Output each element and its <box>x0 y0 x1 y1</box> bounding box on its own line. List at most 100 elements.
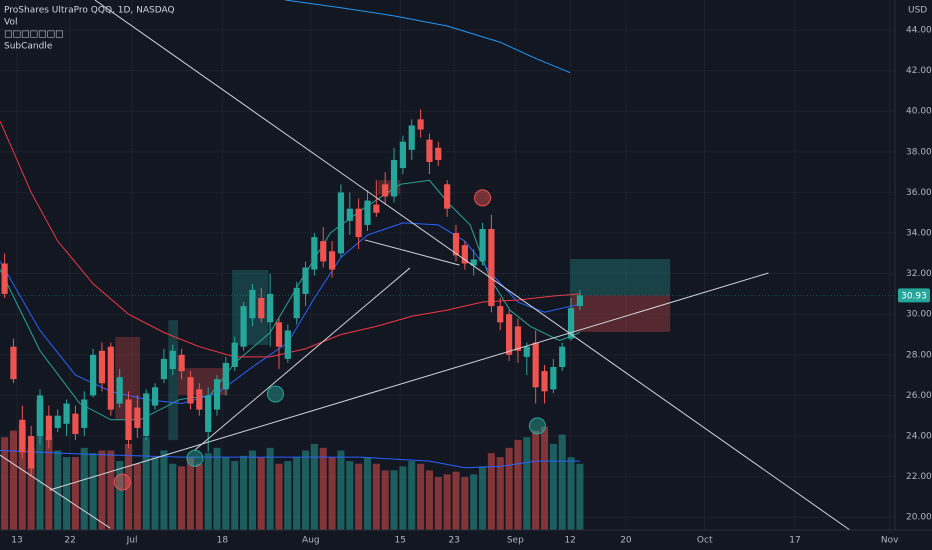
legend-item: SubCandle <box>4 42 53 52</box>
candle-body <box>98 350 106 384</box>
volume-bar <box>310 443 318 530</box>
candle-body <box>408 125 415 150</box>
marker <box>186 449 204 467</box>
volume-bar <box>381 470 389 530</box>
candle-body <box>54 415 61 428</box>
candle-body <box>249 289 256 319</box>
y-tick-label: 42.00 <box>906 66 932 76</box>
volume-bar <box>372 463 380 530</box>
volume-bar <box>417 463 425 530</box>
x-tick-label: Jul <box>126 536 138 546</box>
volume-bar <box>222 457 230 530</box>
zone <box>570 295 671 332</box>
x-tick-label: Nov <box>881 536 899 546</box>
volume-bar <box>133 463 141 530</box>
trendline <box>94 0 851 531</box>
volume-bar <box>479 466 487 530</box>
x-tick-label: 22 <box>64 536 75 546</box>
candle-body <box>346 208 353 221</box>
volume-bar <box>18 424 26 530</box>
candle-body <box>382 184 389 197</box>
volume-bar <box>9 430 17 530</box>
volume-bar <box>169 463 177 530</box>
marker <box>266 385 284 403</box>
candle-body <box>426 139 433 162</box>
y-tick-label: 26.00 <box>906 391 932 401</box>
candle-body <box>470 259 477 266</box>
candle-body <box>10 346 17 380</box>
volume-bar <box>461 477 469 530</box>
candle-body <box>258 297 265 319</box>
y-tick-label: 20.00 <box>906 513 932 523</box>
plot-area <box>0 0 895 531</box>
candle-body <box>196 389 203 410</box>
volume-bar <box>452 471 460 530</box>
price-label-bg <box>898 288 930 303</box>
candle-body <box>90 354 97 396</box>
x-tick-label: 15 <box>395 536 406 546</box>
candle-body <box>523 346 530 357</box>
candle-body <box>28 436 35 469</box>
volume-bar <box>151 457 159 530</box>
volume-bar <box>80 447 88 530</box>
legend-item: Vol <box>4 18 17 28</box>
trendline <box>364 239 460 266</box>
volume-bar <box>27 447 35 530</box>
volume-bar <box>213 447 221 530</box>
volume-bar <box>284 461 292 530</box>
volume-bar <box>390 470 398 530</box>
y-tick-label: 38.00 <box>906 147 932 157</box>
volume-bar <box>363 457 372 530</box>
volume-bar <box>54 450 62 530</box>
candle-body <box>355 208 362 238</box>
candle-body <box>169 350 176 370</box>
volume-bar <box>346 461 354 530</box>
candle-body <box>461 245 468 264</box>
y-tick-label: 28.00 <box>906 350 932 360</box>
trendline <box>194 267 411 451</box>
candle-body <box>213 379 221 410</box>
candle-body <box>125 399 132 441</box>
volume-bar <box>470 474 478 530</box>
candle-body <box>19 419 26 453</box>
volume-ma <box>0 450 580 469</box>
volume-bar <box>540 426 549 530</box>
volume-bar <box>71 457 79 530</box>
volume-bar <box>204 453 212 530</box>
volume-bar <box>186 457 195 530</box>
y-tick-label: 22.00 <box>906 472 932 482</box>
volume-bar <box>328 457 336 530</box>
volume-bar <box>408 461 416 530</box>
moving-average <box>0 179 581 421</box>
volume-bar <box>443 474 451 530</box>
y-tick-label: 34.00 <box>906 229 932 239</box>
zone <box>168 320 179 441</box>
volume-bar <box>63 457 71 530</box>
candle-body <box>134 407 141 428</box>
candle-body <box>444 184 451 209</box>
candle-body <box>337 192 345 254</box>
x-tick-label: 13 <box>11 536 22 546</box>
candle-body <box>576 295 584 307</box>
candle-body <box>373 204 380 213</box>
volume-bar <box>523 437 531 530</box>
trendline <box>0 454 111 529</box>
volume-bar <box>549 443 557 530</box>
volume-bar <box>425 470 433 530</box>
candle-body <box>417 119 424 130</box>
candle-body <box>328 251 336 270</box>
candle-body <box>567 308 575 339</box>
marker <box>113 473 131 491</box>
volume-bar <box>399 466 407 530</box>
volume-bar <box>558 434 566 530</box>
candle-body <box>116 377 123 404</box>
candle-body <box>275 322 283 347</box>
volume-bar <box>301 450 310 530</box>
x-tick-label: 17 <box>789 536 800 546</box>
price-label: 30.93 <box>901 291 927 301</box>
candle-body <box>293 287 300 319</box>
candle-body <box>559 346 566 368</box>
y-tick-label: 24.00 <box>906 432 932 442</box>
candle-body <box>231 342 238 368</box>
moving-average <box>285 0 571 74</box>
